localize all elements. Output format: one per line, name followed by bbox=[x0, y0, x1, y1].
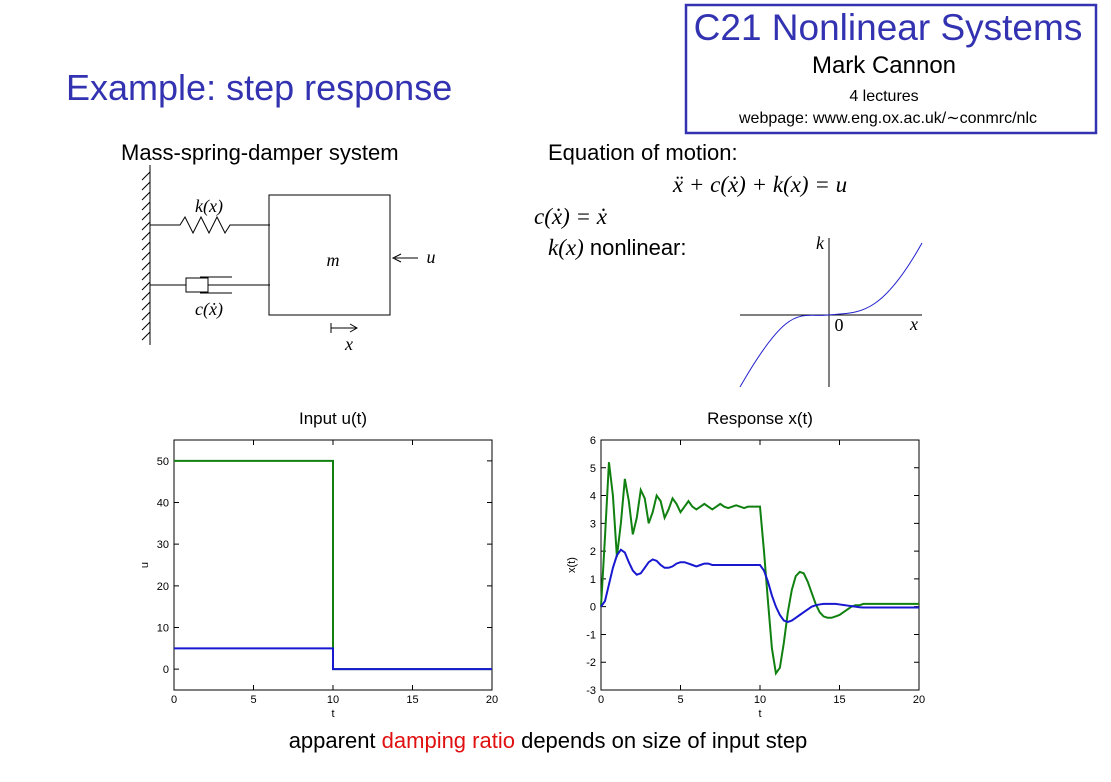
stiffness-text: nonlinear: bbox=[584, 235, 687, 260]
series-line bbox=[174, 647, 492, 671]
series-line bbox=[600, 548, 919, 623]
sketch-x-label: x bbox=[909, 314, 918, 334]
slide-title: Example: step response bbox=[66, 67, 452, 108]
x-tick-label: 10 bbox=[754, 694, 766, 706]
y-tick-label: 50 bbox=[157, 456, 169, 468]
caption-start: apparent bbox=[289, 728, 382, 753]
series-line bbox=[174, 459, 492, 671]
y-tick-label: 40 bbox=[157, 498, 169, 510]
x-tick-label: 5 bbox=[677, 694, 683, 706]
x-tick-label: 0 bbox=[171, 694, 177, 706]
y-tick-label: -3 bbox=[586, 685, 596, 697]
x-tick-label: 0 bbox=[598, 694, 604, 706]
stiffness-note: k(x) nonlinear: bbox=[548, 235, 687, 260]
y-tick-label: 0 bbox=[163, 664, 169, 676]
author: Mark Cannon bbox=[812, 52, 956, 79]
x-tick-label: 20 bbox=[913, 694, 925, 706]
equation-title: Equation of motion: bbox=[548, 140, 738, 165]
input-label: u bbox=[427, 247, 436, 267]
x-axis-label: t bbox=[331, 708, 334, 720]
y-tick-label: 2 bbox=[590, 546, 596, 558]
sketch-origin: 0 bbox=[835, 315, 844, 335]
y-axis-label: u bbox=[139, 562, 151, 568]
y-axis-label: x(t) bbox=[566, 557, 578, 573]
y-tick-label: 30 bbox=[157, 539, 169, 551]
y-tick-label: 6 bbox=[590, 435, 596, 447]
x-tick-label: 20 bbox=[486, 694, 498, 706]
y-tick-label: 0 bbox=[590, 602, 596, 614]
x-tick-label: 5 bbox=[250, 694, 256, 706]
damper-label: c(ẋ) bbox=[195, 299, 223, 320]
caption-highlight: damping ratio bbox=[382, 728, 515, 753]
y-tick-label: -2 bbox=[586, 657, 596, 669]
y-tick-label: 10 bbox=[157, 623, 169, 635]
equation: ẍ + c(ẋ) + k(x) = u bbox=[672, 172, 847, 197]
damping-law: c(ẋ) = ẋ bbox=[534, 204, 608, 229]
x-tick-label: 15 bbox=[406, 694, 418, 706]
displacement-label: x bbox=[344, 334, 353, 354]
chart-title: Response x(t) bbox=[707, 409, 813, 428]
sketch-y-label: k bbox=[816, 233, 825, 253]
y-tick-label: -1 bbox=[586, 629, 596, 641]
webpage: webpage: www.eng.ox.ac.uk/∼conmrc/nlc bbox=[738, 110, 1037, 127]
course-box bbox=[684, 3, 1098, 135]
x-tick-label: 15 bbox=[833, 694, 845, 706]
y-tick-label: 3 bbox=[590, 518, 596, 530]
caption: apparent damping ratio depends on size o… bbox=[289, 728, 808, 753]
y-tick-label: 20 bbox=[157, 581, 169, 593]
x-axis-label: t bbox=[758, 708, 761, 720]
stiffness-symbol: k(x) bbox=[548, 235, 584, 260]
caption-end: depends on size of input step bbox=[515, 728, 807, 753]
lectures: 4 lectures bbox=[849, 88, 918, 105]
mass-spring-damper bbox=[141, 165, 418, 345]
spring-label: k(x) bbox=[195, 196, 223, 217]
mass-label: m bbox=[327, 250, 340, 270]
y-tick-label: 1 bbox=[590, 574, 596, 586]
stiffness-sketch bbox=[739, 238, 923, 388]
y-tick-label: 4 bbox=[590, 491, 596, 503]
x-tick-label: 10 bbox=[327, 694, 339, 706]
course-title: C21 Nonlinear Systems bbox=[694, 7, 1083, 48]
series-line bbox=[600, 462, 919, 676]
diagram-title: Mass-spring-damper system bbox=[121, 140, 399, 165]
y-tick-label: 5 bbox=[590, 463, 596, 475]
chart-title: Input u(t) bbox=[299, 409, 367, 428]
